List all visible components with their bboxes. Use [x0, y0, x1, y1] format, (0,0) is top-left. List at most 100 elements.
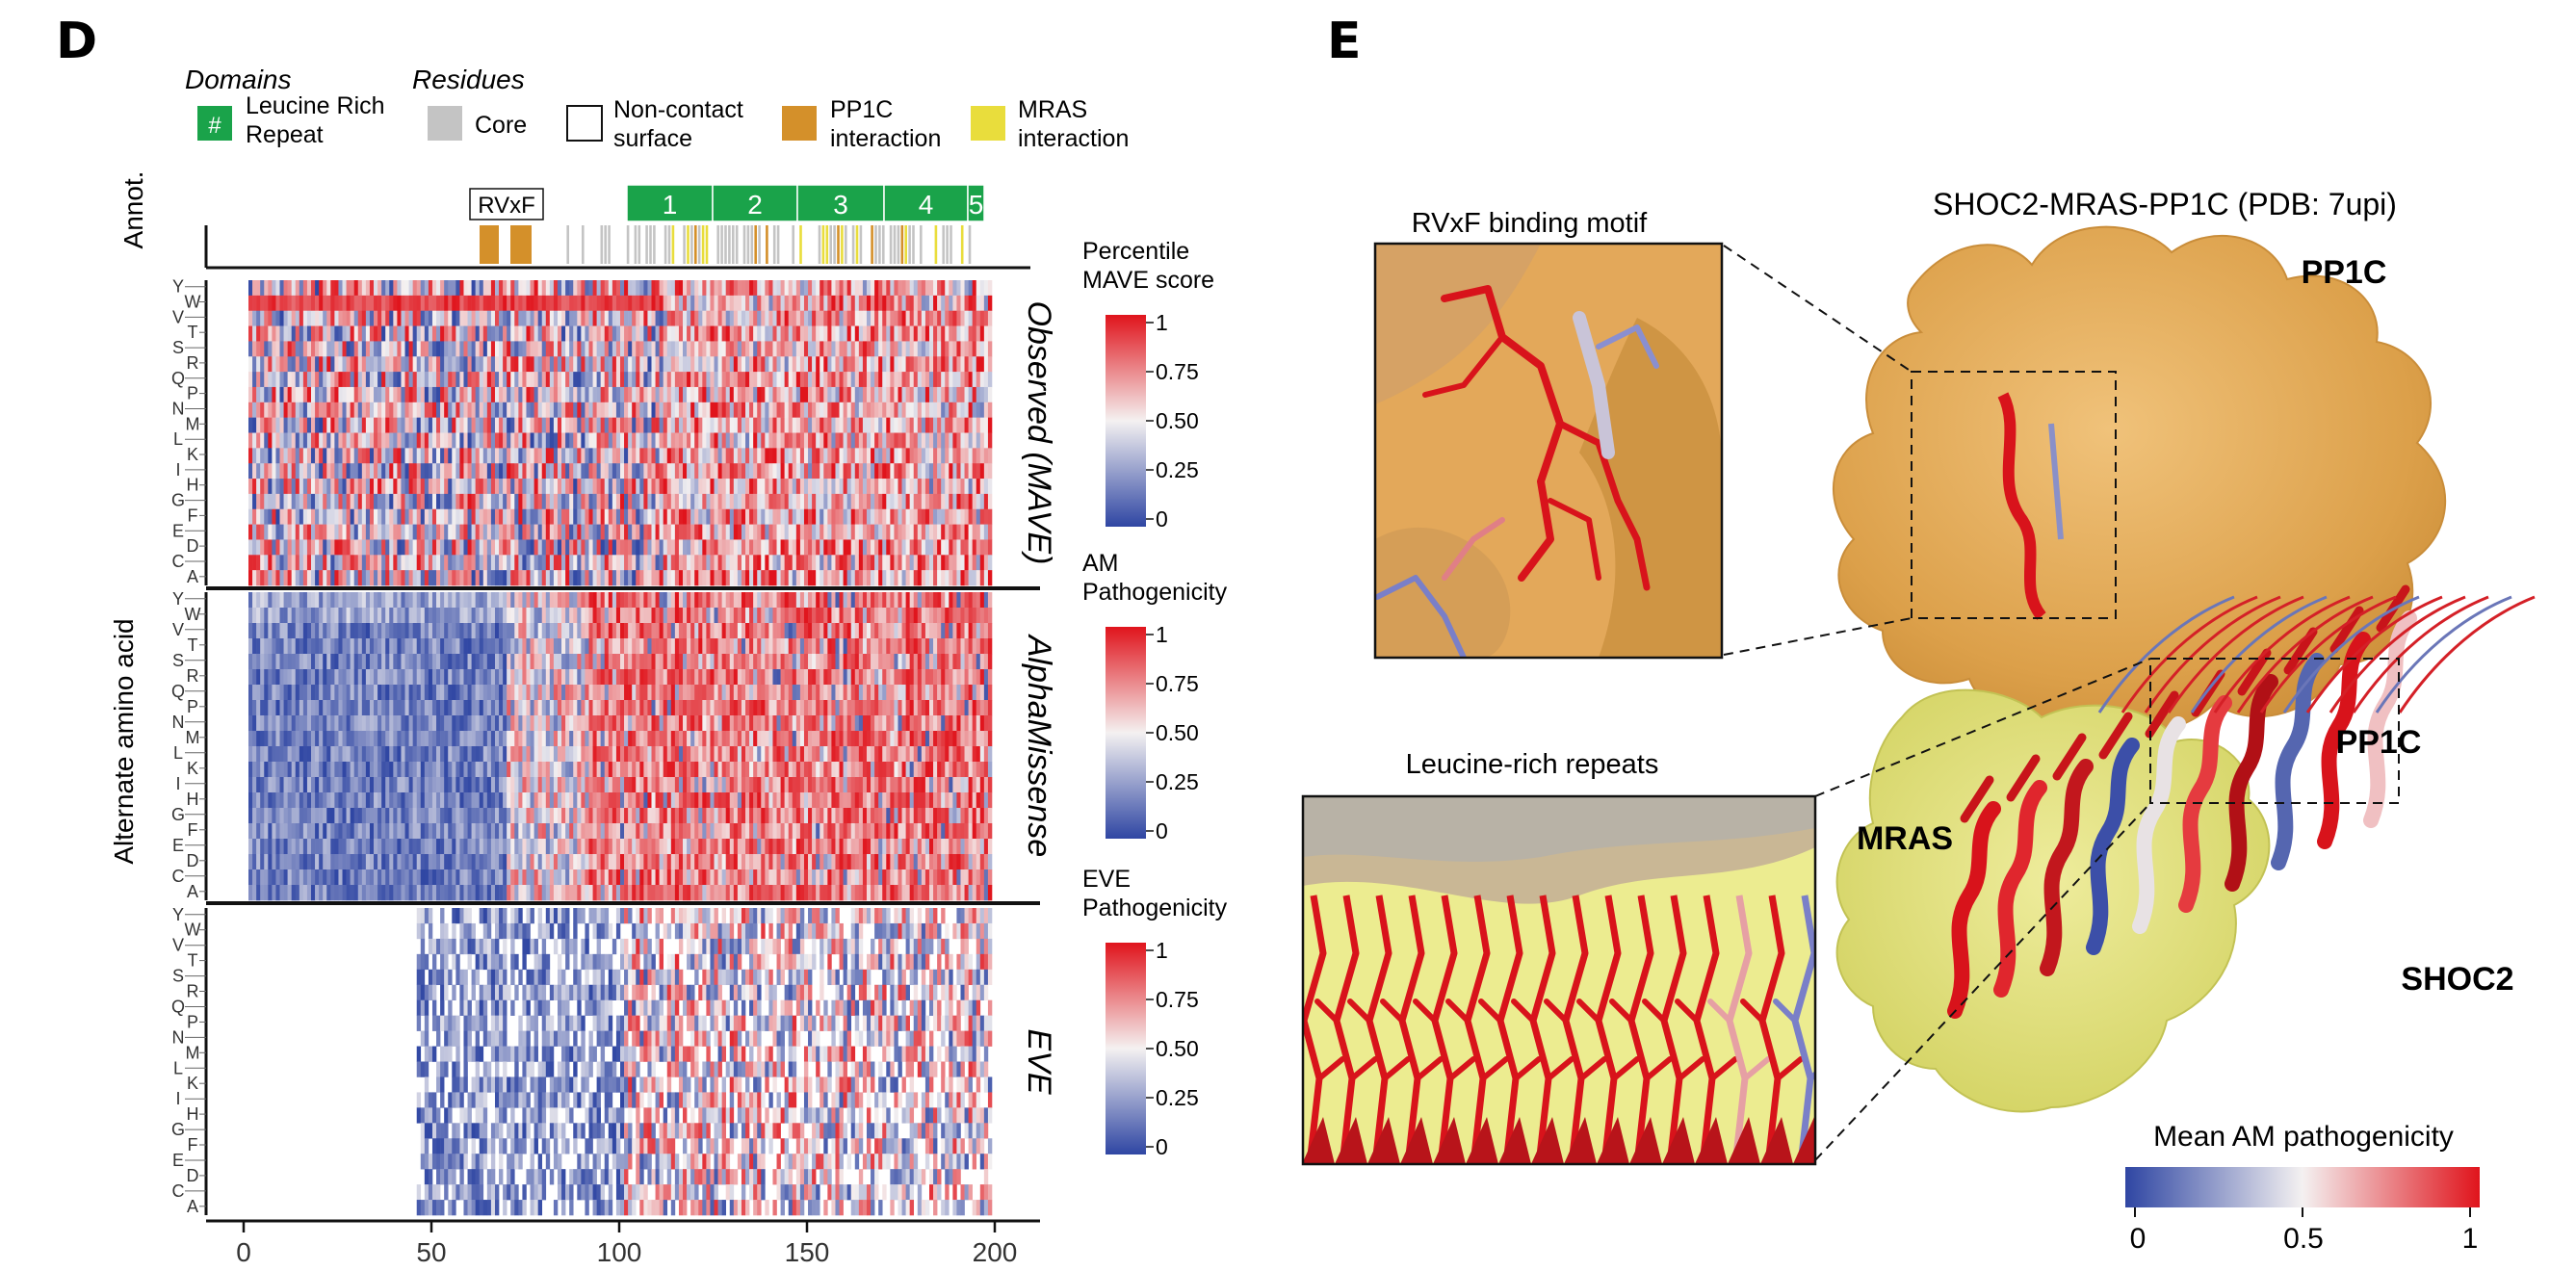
- heatmap-cell: [569, 417, 574, 433]
- heatmap-cell: [436, 638, 441, 655]
- heatmap-cell: [928, 310, 934, 326]
- heatmap-cell: [585, 341, 589, 357]
- heatmap-cell: [291, 762, 297, 778]
- heatmap-cell: [710, 372, 715, 388]
- heatmap-cell: [428, 608, 433, 624]
- heatmap-cell: [283, 325, 288, 342]
- heatmap-cell: [408, 823, 413, 840]
- heatmap-cell: [620, 524, 625, 540]
- heatmap-cell: [596, 280, 601, 297]
- heatmap-cell: [643, 295, 648, 311]
- heatmap-cell: [412, 654, 418, 670]
- heatmap-cell: [494, 280, 500, 297]
- heatmap-cell: [588, 341, 593, 357]
- heatmap-cell: [424, 341, 429, 357]
- heatmap-cell: [315, 280, 320, 297]
- heatmap-cell: [374, 792, 378, 809]
- heatmap-cell: [913, 524, 919, 540]
- heatmap-cell: [323, 700, 327, 716]
- heatmap-cell: [412, 700, 418, 716]
- heatmap-cell: [350, 808, 354, 824]
- heatmap-cell: [385, 638, 390, 655]
- heatmap-cell: [326, 669, 331, 686]
- heatmap-cell: [416, 402, 422, 418]
- heatmap-cell: [357, 539, 363, 556]
- heatmap-cell: [651, 310, 656, 326]
- heatmap-cell: [596, 493, 601, 510]
- heatmap-cell: [315, 700, 320, 716]
- heatmap-cell: [588, 479, 593, 495]
- heatmap-cell: [816, 524, 820, 540]
- heatmap-cell: [350, 539, 354, 556]
- heatmap-cell: [377, 386, 382, 403]
- heatmap-cell: [334, 280, 339, 297]
- heatmap-cell: [862, 417, 868, 433]
- heatmap-cell: [687, 463, 691, 480]
- heatmap-cell: [565, 555, 570, 571]
- heatmap-cell: [725, 280, 731, 297]
- heatmap-cell: [404, 608, 409, 624]
- heatmap-cell: [416, 669, 422, 686]
- heatmap-cell: [928, 508, 934, 525]
- heatmap-cell: [866, 555, 872, 571]
- heatmap-cell: [553, 555, 559, 571]
- heatmap-cell: [346, 885, 351, 901]
- heatmap-cell: [499, 448, 504, 464]
- heatmap-cell: [393, 885, 398, 901]
- heatmap-cell: [338, 792, 343, 809]
- heatmap-cell: [279, 356, 284, 373]
- heatmap-cell: [479, 341, 484, 357]
- heatmap-cell: [780, 463, 785, 480]
- heatmap-cell: [287, 493, 292, 510]
- heatmap-cell: [323, 295, 327, 311]
- heatmap-cell: [714, 524, 718, 540]
- heatmap-cell: [733, 295, 739, 311]
- heatmap-cell: [397, 700, 402, 716]
- heatmap-cell: [979, 356, 985, 373]
- heatmap-cell: [306, 372, 312, 388]
- heatmap-cell: [381, 463, 386, 480]
- heatmap-cell: [600, 386, 606, 403]
- heatmap-cell: [604, 295, 610, 311]
- heatmap-cell: [467, 295, 472, 311]
- heatmap-cell: [256, 854, 261, 870]
- heatmap-cell: [717, 570, 722, 586]
- heatmap-cell: [866, 280, 872, 297]
- heatmap-cell: [659, 372, 664, 388]
- heatmap-cell: [357, 479, 363, 495]
- heatmap-cell: [741, 386, 746, 403]
- heatmap-cell: [659, 417, 664, 433]
- heatmap-cell: [299, 792, 304, 809]
- heatmap-cell: [416, 325, 422, 342]
- heatmap-cell: [295, 669, 300, 686]
- heatmap-cell: [683, 508, 688, 525]
- annot-residue: [754, 225, 757, 264]
- heatmap-cell: [816, 356, 820, 373]
- heatmap-cell: [768, 448, 773, 464]
- heatmap-cell: [416, 539, 422, 556]
- heatmap-cell: [983, 402, 989, 418]
- heatmap-cell: [404, 654, 409, 670]
- heatmap-cell: [268, 638, 273, 655]
- heatmap-cell: [772, 479, 777, 495]
- heatmap-cell: [945, 386, 950, 403]
- heatmap-cell: [628, 555, 633, 571]
- heatmap-cell: [913, 280, 919, 297]
- heatmap-cell: [319, 280, 324, 297]
- heatmap-cell: [690, 417, 695, 433]
- heatmap-cell: [357, 402, 363, 418]
- heatmap-cell: [636, 402, 640, 418]
- heatmap-cell: [444, 731, 449, 747]
- heatmap-cell: [507, 508, 511, 525]
- heatmap-cell: [248, 356, 253, 373]
- heatmap-cell: [921, 325, 926, 342]
- heatmap-cell: [381, 746, 386, 763]
- heatmap-cell: [455, 356, 460, 373]
- heatmap-cell: [812, 417, 817, 433]
- heatmap-cell: [346, 623, 351, 639]
- heatmap-cell: [357, 280, 363, 297]
- heatmap-cell: [937, 508, 942, 525]
- heatmap-cell: [745, 280, 750, 297]
- heatmap-cell: [666, 479, 672, 495]
- heatmap-cell: [408, 508, 413, 525]
